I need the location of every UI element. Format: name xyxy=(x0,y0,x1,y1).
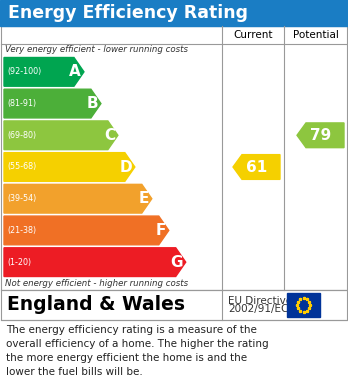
Text: the more energy efficient the home is and the: the more energy efficient the home is an… xyxy=(6,353,247,363)
Text: 79: 79 xyxy=(310,128,331,143)
Text: Not energy efficient - higher running costs: Not energy efficient - higher running co… xyxy=(5,280,188,289)
Polygon shape xyxy=(4,57,84,86)
Polygon shape xyxy=(297,123,344,148)
Text: (39-54): (39-54) xyxy=(7,194,36,203)
Bar xyxy=(1,26,347,290)
Text: Current: Current xyxy=(233,30,273,40)
Text: Energy Efficiency Rating: Energy Efficiency Rating xyxy=(8,4,248,22)
Text: C: C xyxy=(104,128,115,143)
Text: EU Directive: EU Directive xyxy=(228,296,292,306)
Text: England & Wales: England & Wales xyxy=(7,296,185,314)
Text: (1-20): (1-20) xyxy=(7,258,31,267)
Polygon shape xyxy=(4,152,135,181)
Text: overall efficiency of a home. The higher the rating: overall efficiency of a home. The higher… xyxy=(6,339,269,349)
Text: D: D xyxy=(119,160,132,174)
Text: The energy efficiency rating is a measure of the: The energy efficiency rating is a measur… xyxy=(6,325,257,335)
Text: Potential: Potential xyxy=(293,30,339,40)
Text: (55-68): (55-68) xyxy=(7,163,36,172)
Bar xyxy=(0,0,348,26)
Polygon shape xyxy=(4,121,118,150)
Text: (69-80): (69-80) xyxy=(7,131,36,140)
Text: (92-100): (92-100) xyxy=(7,67,41,76)
Bar xyxy=(1,290,347,320)
Text: 2002/91/EC: 2002/91/EC xyxy=(228,304,288,314)
Text: G: G xyxy=(170,255,183,270)
Polygon shape xyxy=(4,248,186,276)
Text: F: F xyxy=(156,223,166,238)
Text: (21-38): (21-38) xyxy=(7,226,36,235)
Text: lower the fuel bills will be.: lower the fuel bills will be. xyxy=(6,367,143,377)
Polygon shape xyxy=(4,216,169,245)
Polygon shape xyxy=(233,154,280,179)
Bar xyxy=(287,293,320,317)
Text: B: B xyxy=(86,96,98,111)
Text: A: A xyxy=(69,65,81,79)
Text: 61: 61 xyxy=(246,160,267,174)
Text: (81-91): (81-91) xyxy=(7,99,36,108)
Text: Very energy efficient - lower running costs: Very energy efficient - lower running co… xyxy=(5,45,188,54)
Polygon shape xyxy=(4,89,101,118)
Text: E: E xyxy=(139,191,149,206)
Polygon shape xyxy=(4,185,152,213)
